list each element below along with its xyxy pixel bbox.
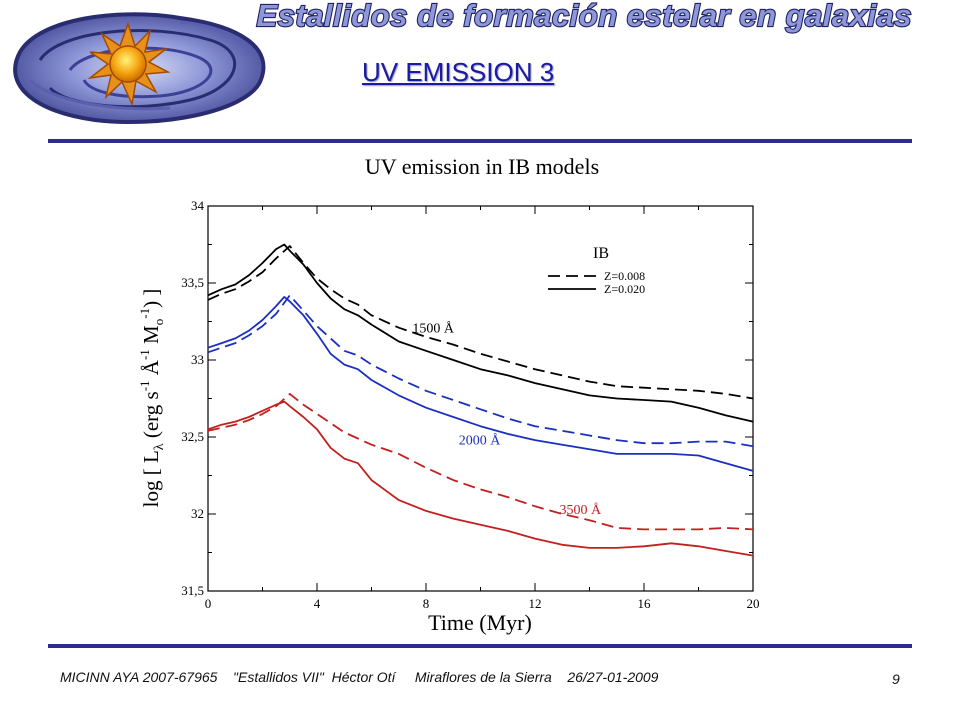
header-banner-text: Estallidos de formación estelar en galax… bbox=[256, 0, 912, 33]
axis-ticks: 0 4 8 12 16 20 31,5 32 32,5 33 33,5 34 bbox=[181, 198, 759, 611]
plot-frame bbox=[207, 205, 754, 592]
slide-number: 9 bbox=[892, 671, 900, 687]
y-tick-label: 31,5 bbox=[181, 583, 204, 598]
x-tick-label: 16 bbox=[638, 596, 652, 611]
legend-label: Z=0.008 bbox=[604, 269, 645, 283]
x-tick-label: 20 bbox=[747, 596, 760, 611]
legend-label: Z=0.020 bbox=[604, 282, 645, 296]
x-tick-label: 0 bbox=[205, 596, 212, 611]
y-tick-label: 34 bbox=[191, 198, 205, 213]
series-line-3500-solid bbox=[207, 400, 754, 557]
y-tick-label: 32,5 bbox=[181, 429, 204, 444]
footer-text: MICINN AYA 2007-67965 "Estallidos VII" H… bbox=[60, 669, 659, 685]
series-lines bbox=[207, 243, 754, 557]
top-divider bbox=[48, 139, 912, 143]
series-line-1500-solid bbox=[207, 243, 754, 423]
y-tick-label: 33 bbox=[191, 352, 204, 367]
series-line-3500-dashed bbox=[207, 392, 754, 531]
series-line-1500-dashed bbox=[207, 245, 754, 400]
wavelength-label: 2000 Å bbox=[459, 433, 502, 449]
wavelength-label: 1500 Å bbox=[412, 320, 455, 336]
x-tick-label: 12 bbox=[529, 596, 542, 611]
uv-emission-chart: UV emission in IB models 0 4 8 12 16 20 31,5 32… bbox=[137, 154, 760, 635]
legend-title: IB bbox=[593, 245, 609, 262]
y-tick-label: 32 bbox=[191, 506, 204, 521]
x-tick-label: 8 bbox=[423, 596, 430, 611]
chart-title: UV emission in IB models bbox=[365, 154, 599, 179]
series-line-2000-solid bbox=[207, 295, 754, 472]
wavelength-label: 3500 Å bbox=[560, 502, 603, 518]
header-banner: Estallidos de formación estelar en galax… bbox=[255, 0, 912, 34]
slide-title: UV EMISSION 3 bbox=[362, 57, 555, 87]
bottom-divider bbox=[48, 644, 912, 648]
y-tick-label: 33,5 bbox=[181, 275, 204, 290]
series-line-2000-dashed bbox=[207, 294, 754, 448]
x-axis-label: Time (Myr) bbox=[428, 610, 532, 635]
galaxy-sun-logo bbox=[13, 12, 266, 124]
y-axis-label: log [ Lλ (erg s-1 Å-1 Mo-1) ] bbox=[137, 289, 167, 508]
x-tick-label: 4 bbox=[314, 596, 321, 611]
annotations: 1500 Å 2000 Å 3500 Å bbox=[412, 320, 602, 518]
